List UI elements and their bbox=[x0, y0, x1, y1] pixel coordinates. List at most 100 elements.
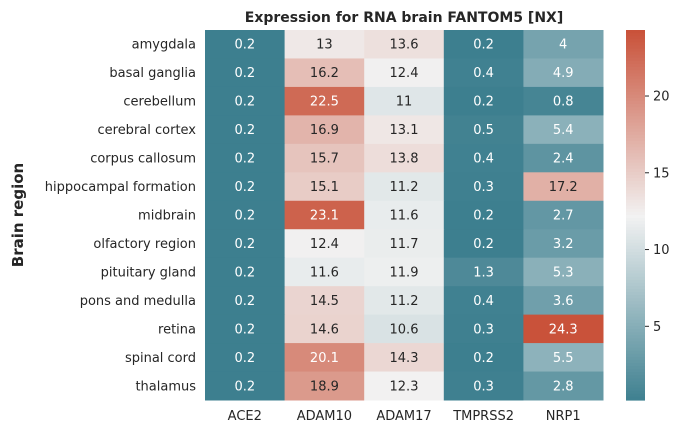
cell-value-label: 5.4 bbox=[553, 123, 574, 138]
colorbar-segment bbox=[626, 60, 645, 65]
column-tick-label: ACE2 bbox=[228, 409, 262, 424]
colorbar-segment bbox=[626, 30, 645, 34]
cell-value-label: 11.6 bbox=[310, 265, 339, 280]
heatmap-cell bbox=[364, 257, 445, 287]
cell-value-label: 16.2 bbox=[310, 66, 339, 81]
cell-value-label: 5.3 bbox=[553, 265, 574, 280]
colorbar-segment bbox=[626, 159, 645, 164]
cell-value-label: 20.1 bbox=[310, 351, 339, 366]
heatmap-cell bbox=[205, 286, 286, 316]
cell-value-label: 13.1 bbox=[390, 123, 419, 138]
colorbar-segment bbox=[626, 279, 645, 284]
colorbar-segment bbox=[626, 131, 645, 136]
colorbar-tick-label: 5 bbox=[653, 320, 661, 335]
colorbar-segment bbox=[626, 202, 645, 207]
colorbar-segment bbox=[626, 76, 645, 80]
column-labels: ACE2 ADAM10 ADAM17 TMPRSS2 NRP1 bbox=[228, 409, 581, 424]
heatmap-cell bbox=[364, 314, 445, 344]
cell-value-label: 2.4 bbox=[553, 152, 574, 167]
heatmap-cell bbox=[523, 200, 604, 230]
row-tick-label: hippocampal formation bbox=[45, 180, 196, 195]
colorbar-segment bbox=[626, 381, 645, 386]
colorbar-segment bbox=[626, 221, 645, 225]
heatmap-cell bbox=[443, 257, 524, 287]
colorbar-segment bbox=[626, 85, 645, 90]
colorbar-segment bbox=[626, 119, 645, 124]
colorbar-segment bbox=[626, 375, 645, 380]
colorbar-segment bbox=[626, 295, 645, 299]
row-tick-label: thalamus bbox=[135, 379, 196, 394]
colorbar-segment bbox=[626, 137, 645, 142]
colorbar-segment bbox=[626, 156, 645, 161]
colorbar-segment bbox=[626, 329, 645, 333]
colorbar-segment bbox=[626, 122, 645, 127]
colorbar-segment bbox=[626, 359, 645, 364]
cell-value-label: 24.3 bbox=[549, 322, 578, 337]
heatmap-cell bbox=[284, 314, 365, 344]
colorbar-segment bbox=[626, 91, 645, 96]
heatmap-cell bbox=[205, 314, 286, 344]
colorbar-segment bbox=[626, 369, 645, 373]
cell-value-label: 0.5 bbox=[473, 123, 494, 138]
cell-value-label: 14.6 bbox=[310, 322, 339, 337]
colorbar-segment bbox=[626, 116, 645, 121]
colorbar-segment bbox=[626, 63, 645, 68]
cell-value-label: 12.4 bbox=[310, 237, 339, 252]
colorbar-segment bbox=[626, 218, 645, 222]
colorbar-segment bbox=[626, 353, 645, 358]
heatmap-cell bbox=[205, 143, 286, 173]
colorbar-segment bbox=[626, 242, 645, 247]
heatmap-cell bbox=[284, 58, 365, 88]
colorbar-tick-label: 10 bbox=[653, 243, 670, 258]
heatmap-cell bbox=[205, 115, 286, 145]
colorbar-segment bbox=[626, 48, 645, 53]
row-tick-label: pons and medulla bbox=[80, 294, 196, 309]
cell-value-label: 0.2 bbox=[234, 180, 255, 195]
column-tick-label: ADAM10 bbox=[297, 409, 352, 424]
colorbar-segment bbox=[626, 178, 645, 182]
heatmap-cell bbox=[523, 371, 604, 401]
colorbar-segment bbox=[626, 341, 645, 346]
colorbar-segment bbox=[626, 113, 645, 117]
cell-value-label: 10.6 bbox=[390, 322, 419, 337]
colorbar-segment bbox=[626, 356, 645, 361]
colorbar-segment bbox=[626, 313, 645, 318]
colorbar-segment bbox=[626, 134, 645, 139]
colorbar-segment bbox=[626, 100, 645, 105]
heatmap-cell bbox=[205, 257, 286, 287]
colorbar-segment bbox=[626, 36, 645, 40]
cell-value-label: 2.7 bbox=[553, 209, 574, 224]
cell-value-label: 11 bbox=[396, 95, 413, 110]
colorbar-segment bbox=[626, 230, 645, 235]
colorbar-segment bbox=[626, 150, 645, 154]
cell-value-label: 0.3 bbox=[473, 322, 494, 337]
colorbar-segment bbox=[626, 298, 645, 302]
cell-value-label: 13 bbox=[316, 38, 333, 53]
colorbar-segment bbox=[626, 141, 645, 145]
heatmap-cell bbox=[364, 229, 445, 259]
colorbar-segment bbox=[626, 110, 645, 114]
heatmap-cell bbox=[364, 58, 445, 88]
colorbar-segment bbox=[626, 396, 645, 401]
colorbar-segment bbox=[626, 104, 645, 108]
colorbar-segment bbox=[626, 33, 645, 37]
cell-value-label: 0.2 bbox=[473, 209, 494, 224]
colorbar-segment bbox=[626, 258, 645, 262]
heatmap-cell bbox=[364, 30, 445, 59]
colorbar-segment bbox=[626, 54, 645, 59]
column-tick-label: TMPRSS2 bbox=[452, 409, 514, 424]
heatmap-cell bbox=[443, 86, 524, 116]
colorbar-segment bbox=[626, 107, 645, 111]
heatmap-cell bbox=[443, 58, 524, 88]
colorbar-segment bbox=[626, 350, 645, 355]
heatmap-cell bbox=[523, 115, 604, 145]
heatmap-cell bbox=[284, 30, 365, 59]
heatmap-cell bbox=[284, 371, 365, 401]
cell-value-label: 18.9 bbox=[310, 379, 339, 394]
colorbar-segment bbox=[626, 276, 645, 281]
heatmap-cell bbox=[523, 30, 604, 59]
colorbar-segment bbox=[626, 88, 645, 93]
cell-value-label: 0.8 bbox=[553, 95, 574, 110]
colorbar-segment bbox=[626, 236, 645, 241]
